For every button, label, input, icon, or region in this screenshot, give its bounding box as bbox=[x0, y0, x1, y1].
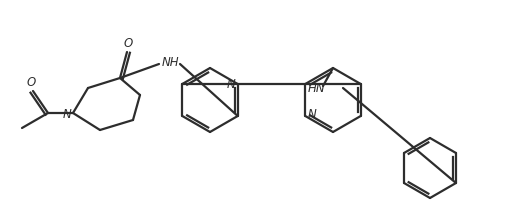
Text: O: O bbox=[27, 76, 36, 89]
Text: HN: HN bbox=[308, 81, 325, 95]
Text: N: N bbox=[62, 108, 71, 120]
Text: O: O bbox=[123, 37, 133, 50]
Text: NH: NH bbox=[162, 57, 180, 69]
Text: N: N bbox=[227, 78, 236, 92]
Text: N: N bbox=[307, 108, 316, 122]
